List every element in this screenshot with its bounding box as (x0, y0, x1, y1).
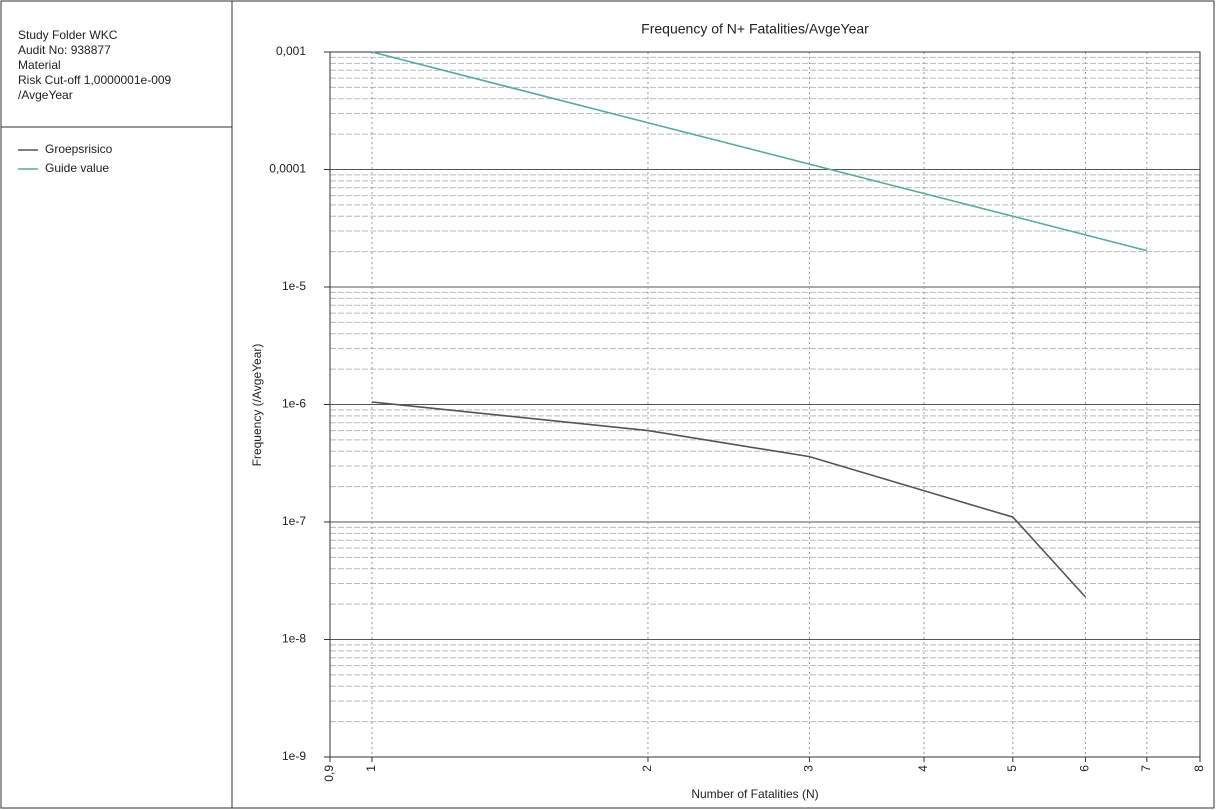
x-tick-label: 4 (916, 765, 930, 772)
x-tick-label: 3 (802, 765, 816, 772)
legend-label: Guide value (45, 161, 109, 175)
info-line: /AvgeYear (18, 88, 73, 102)
x-tick-label: 2 (640, 765, 654, 772)
x-tick-label: 0,9 (322, 765, 336, 782)
info-line: Study Folder WKC (18, 28, 118, 42)
y-axis-label: Frequency (/AvgeYear) (250, 344, 264, 467)
plot-area (329, 51, 1201, 758)
series-line (371, 401, 1087, 598)
y-tick-label: 1e-5 (282, 279, 306, 293)
x-tick-label: 7 (1139, 765, 1153, 772)
x-tick-label: 8 (1192, 765, 1206, 772)
y-tick-label: 1e-8 (282, 632, 306, 646)
y-tick-label: 1e-9 (282, 749, 306, 763)
y-tick-label: 1e-6 (282, 397, 306, 411)
y-tick-label: 1e-7 (282, 514, 306, 528)
x-tick-label: 1 (364, 765, 378, 772)
info-line: Material (18, 58, 61, 72)
chart-title: Frequency of N+ Fatalities/AvgeYear (641, 21, 869, 37)
x-axis-label: Number of Fatalities (N) (691, 787, 818, 801)
info-line: Audit No: 938877 (18, 43, 111, 57)
y-tick-label: 0,0001 (269, 162, 306, 176)
series-line (371, 51, 1148, 252)
info-line: Risk Cut-off 1,0000001e-009 (18, 73, 172, 87)
legend-label: Groepsrisico (45, 142, 113, 156)
x-tick-label: 5 (1005, 765, 1019, 772)
x-tick-label: 6 (1078, 765, 1092, 772)
y-tick-label: 0,001 (276, 44, 306, 58)
